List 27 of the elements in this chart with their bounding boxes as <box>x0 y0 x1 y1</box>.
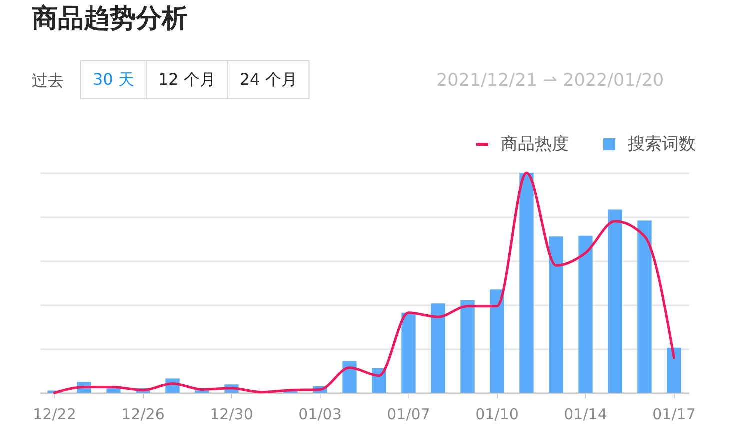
bar <box>520 173 534 393</box>
bar <box>490 290 504 393</box>
bar <box>431 304 446 393</box>
bar <box>638 220 652 393</box>
x-tick-label: 01/03 <box>298 406 342 424</box>
x-tick-label: 12/26 <box>122 406 165 424</box>
text: 2021/12/21 ⇀ 2022/01/20 <box>436 71 664 91</box>
legend-label: 商品热度 <box>501 134 569 154</box>
bar <box>460 300 475 393</box>
legend-label: 搜索词数 <box>628 134 696 154</box>
x-tick-label: 01/07 <box>387 406 430 424</box>
bar <box>667 348 682 393</box>
text: 24 个月 <box>240 70 298 89</box>
bar <box>578 236 593 393</box>
text: 过去 <box>32 71 64 90</box>
chart-title: 商品趋势分析 <box>31 4 188 34</box>
bar <box>342 361 357 393</box>
text: 30 天 <box>92 70 134 89</box>
bar <box>549 236 564 393</box>
bar <box>402 312 416 393</box>
x-tick-label: 01/14 <box>564 406 608 424</box>
text: 12 个月 <box>158 70 216 89</box>
x-tick-label: 01/17 <box>652 406 696 424</box>
x-tick-label: 12/22 <box>33 406 76 424</box>
bar <box>608 210 622 393</box>
x-tick-label: 12/30 <box>210 406 254 424</box>
x-tick-label: 01/10 <box>476 406 519 424</box>
